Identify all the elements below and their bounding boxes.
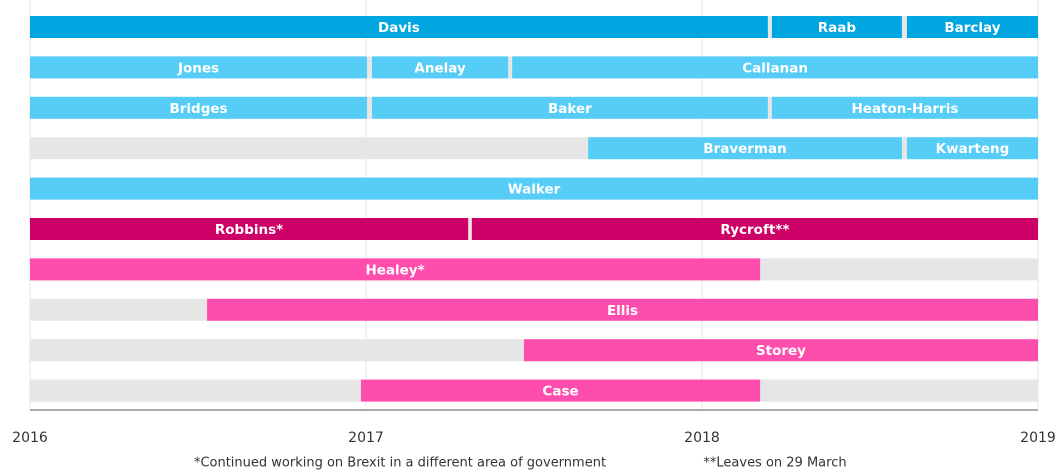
bar bbox=[30, 16, 768, 38]
bar bbox=[372, 56, 509, 79]
bar bbox=[360, 379, 761, 402]
bar bbox=[30, 177, 1038, 200]
bar-label: Case bbox=[542, 384, 578, 400]
bar bbox=[30, 96, 368, 119]
bar bbox=[372, 96, 768, 119]
footnote: **Leaves on 29 March bbox=[703, 456, 846, 471]
x-tick-label: 2016 bbox=[12, 430, 48, 446]
bar-label: Baker bbox=[548, 101, 592, 117]
x-tick-label: 2018 bbox=[684, 430, 720, 446]
bar-label: Ellis bbox=[607, 303, 638, 319]
bar-label: Kwarteng bbox=[936, 141, 1010, 157]
bar-label: Jones bbox=[177, 60, 219, 76]
bar bbox=[906, 16, 1038, 38]
bar-label: Bridges bbox=[169, 101, 227, 117]
bar bbox=[207, 298, 1038, 321]
bar bbox=[523, 339, 1038, 362]
bar bbox=[471, 218, 1039, 240]
bar bbox=[30, 56, 368, 79]
bar-label: Davis bbox=[378, 20, 420, 36]
footnote: *Continued working on Brexit in a differ… bbox=[194, 456, 606, 471]
bar bbox=[771, 96, 1038, 119]
bar-label: Heaton-Harris bbox=[851, 101, 958, 117]
bar-label: Rycroft** bbox=[720, 222, 789, 238]
bar bbox=[30, 218, 469, 240]
bar-label: Braverman bbox=[703, 141, 786, 157]
bar bbox=[30, 258, 761, 281]
x-tick-label: 2017 bbox=[348, 430, 384, 446]
bar-label: Walker bbox=[508, 182, 561, 198]
bar-label: Callanan bbox=[742, 60, 808, 76]
bar bbox=[512, 56, 1038, 79]
bar-label: Robbins* bbox=[215, 222, 283, 238]
bar-label: Storey bbox=[756, 343, 806, 359]
x-tick-label: 2019 bbox=[1020, 430, 1056, 446]
bar-label: Raab bbox=[818, 20, 857, 36]
bar-label: Anelay bbox=[414, 60, 466, 76]
bar-label: Barclay bbox=[944, 20, 1000, 36]
bar-label: Healey* bbox=[365, 262, 424, 278]
bar bbox=[771, 16, 902, 38]
bar bbox=[588, 137, 902, 160]
bar bbox=[906, 137, 1038, 160]
